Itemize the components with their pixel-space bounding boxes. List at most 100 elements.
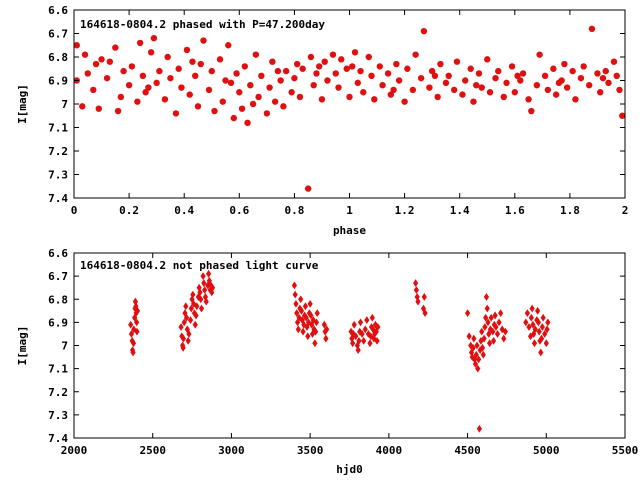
data-point bbox=[269, 58, 276, 65]
data-point bbox=[192, 72, 199, 80]
data-point bbox=[514, 72, 521, 80]
data-point bbox=[134, 327, 140, 336]
data-point bbox=[205, 281, 211, 290]
data-point bbox=[360, 89, 367, 96]
data-point bbox=[81, 51, 89, 58]
data-point bbox=[470, 343, 476, 352]
data-point bbox=[462, 77, 469, 84]
data-point bbox=[434, 93, 441, 101]
data-point bbox=[450, 86, 458, 94]
data-point bbox=[544, 325, 550, 334]
data-point bbox=[180, 343, 186, 352]
data-point bbox=[205, 86, 213, 94]
data-point bbox=[474, 341, 480, 350]
data-point bbox=[373, 327, 379, 336]
data-point bbox=[249, 100, 257, 108]
unphased-axis-ticks: 2000 2500 3000 3500 4000 4500 5000 5500 6.6 6.7 6.… bbox=[48, 247, 638, 457]
data-point bbox=[550, 65, 557, 72]
data-point bbox=[594, 70, 601, 77]
data-point bbox=[472, 360, 479, 368]
data-point bbox=[183, 46, 191, 54]
data-point bbox=[354, 341, 360, 350]
data-point bbox=[156, 67, 163, 75]
data-point bbox=[307, 53, 315, 61]
data-point bbox=[390, 86, 397, 94]
data-point bbox=[335, 84, 342, 91]
data-point bbox=[323, 334, 329, 343]
data-point bbox=[364, 316, 370, 324]
data-point bbox=[467, 65, 474, 72]
data-point bbox=[494, 330, 501, 338]
data-point bbox=[356, 336, 362, 345]
data-point bbox=[535, 306, 541, 315]
data-point bbox=[470, 98, 477, 105]
y-tick-label: 6.8 bbox=[48, 51, 68, 64]
data-point bbox=[201, 279, 207, 287]
data-point bbox=[413, 286, 420, 294]
data-point bbox=[230, 114, 237, 122]
unphased-plot-frame bbox=[73, 252, 626, 439]
data-point bbox=[374, 336, 380, 345]
data-point bbox=[187, 316, 194, 324]
data-point bbox=[84, 70, 91, 77]
data-point bbox=[368, 72, 375, 80]
x-tick-label: 0.8 bbox=[284, 204, 304, 217]
x-tick-label: 2 bbox=[622, 204, 629, 217]
data-point bbox=[346, 93, 353, 101]
y-tick-label: 7.3 bbox=[48, 409, 68, 422]
data-point bbox=[354, 79, 361, 87]
data-point bbox=[543, 339, 549, 348]
unphased-light-curve-panel: 2000 2500 3000 3500 4000 4500 5000 5500 6.6 6.7 6.… bbox=[16, 247, 638, 476]
data-point bbox=[321, 58, 328, 65]
data-point bbox=[361, 336, 367, 345]
data-point bbox=[142, 89, 149, 96]
data-point bbox=[482, 323, 488, 331]
data-point bbox=[216, 56, 224, 63]
data-point bbox=[128, 320, 134, 329]
data-point bbox=[495, 67, 502, 75]
data-point bbox=[585, 82, 593, 89]
data-point bbox=[207, 286, 213, 294]
y-tick-label: 6.6 bbox=[48, 4, 68, 17]
data-point bbox=[368, 323, 375, 331]
data-point bbox=[145, 84, 152, 91]
data-point bbox=[324, 77, 331, 84]
x-tick-label: 3500 bbox=[297, 444, 324, 457]
data-point bbox=[293, 60, 301, 68]
unphased-y-axis-label: I[mag] bbox=[16, 326, 29, 366]
data-point bbox=[359, 330, 365, 338]
data-point bbox=[480, 350, 486, 359]
data-point bbox=[297, 304, 303, 313]
data-point bbox=[486, 89, 494, 96]
y-tick-label: 6.7 bbox=[48, 270, 68, 283]
data-point bbox=[300, 327, 306, 336]
data-point bbox=[500, 93, 507, 101]
data-point bbox=[206, 276, 212, 285]
data-point bbox=[531, 330, 537, 338]
data-point bbox=[538, 348, 544, 357]
data-point bbox=[428, 67, 436, 75]
data-point bbox=[343, 65, 350, 72]
data-point bbox=[616, 86, 623, 94]
data-point bbox=[288, 89, 295, 96]
data-point bbox=[531, 339, 538, 348]
data-point bbox=[198, 304, 205, 313]
data-point bbox=[599, 74, 607, 82]
y-tick-label: 7.2 bbox=[48, 386, 68, 399]
data-point bbox=[357, 318, 364, 327]
data-point bbox=[190, 290, 196, 299]
x-tick-label: 1 bbox=[346, 204, 353, 217]
data-point bbox=[412, 51, 419, 58]
data-point bbox=[311, 325, 317, 334]
data-point bbox=[236, 89, 243, 96]
data-point bbox=[106, 58, 114, 65]
data-point bbox=[172, 110, 180, 117]
data-point bbox=[488, 313, 494, 322]
data-point bbox=[318, 96, 326, 103]
data-point bbox=[401, 98, 408, 105]
data-point bbox=[376, 63, 384, 70]
data-point bbox=[202, 293, 209, 301]
data-point bbox=[186, 330, 192, 338]
data-point bbox=[572, 96, 579, 103]
